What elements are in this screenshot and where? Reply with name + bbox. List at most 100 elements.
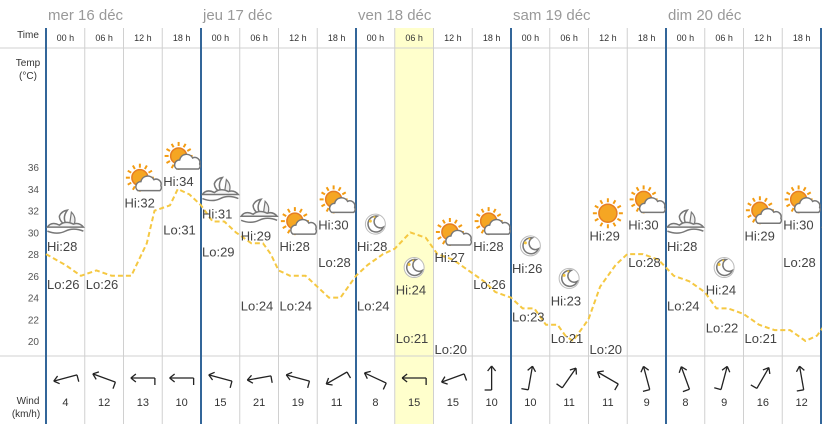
hour-label: 18 h [173,33,191,43]
hour-label: 00 h [677,33,695,43]
wind-speed-label: 10 [524,397,536,409]
hi-temp-label: Hi:29 [241,228,271,243]
hi-temp-label: Hi:32 [125,196,155,211]
lo-temp-label: Lo:20 [435,342,468,357]
hi-temp-label: Hi:27 [435,250,465,265]
hi-temp-label: Hi:28 [667,239,697,254]
lo-temp-label: Lo:24 [357,299,390,314]
hi-temp-label: Hi:30 [783,217,813,232]
current-time-highlight [394,28,434,424]
wind-arrow-icon [92,371,117,389]
wind-arrow-icon [401,373,427,385]
wind-speed-label: 10 [176,397,188,409]
lo-temp-label: Lo:26 [86,277,119,292]
sun-cloud-icon [319,185,356,214]
lo-temp-label: Lo:29 [202,244,235,259]
sun-cloud-icon [474,207,511,236]
wind-speed-label: 11 [602,397,613,409]
moon-icon [713,257,735,279]
hi-temp-label: Hi:34 [163,174,193,189]
night-cloud-icon [665,209,705,234]
time-row-label: Time [17,30,39,41]
hour-label: 06 h [250,33,268,43]
wind-arrow-icon [678,366,691,393]
sun-cloud-icon [280,207,318,236]
lo-temp-label: Lo:24 [280,299,313,314]
moon-icon [519,235,541,257]
wind-speed-label: 19 [292,397,304,409]
hour-label: 18 h [793,33,811,43]
lo-temp-label: Lo:28 [628,255,661,270]
hour-label: 00 h [367,33,385,43]
y-tick-label: 36 [28,163,40,174]
lo-temp-label: Lo:23 [512,309,545,324]
lo-temp-label: Lo:21 [551,331,584,346]
y-tick-label: 34 [28,185,40,196]
wind-arrow-icon [169,373,195,385]
wind-arrow-icon [556,367,578,389]
hi-temp-label: Hi:30 [318,217,348,232]
hi-temp-label: Hi:30 [628,217,658,232]
wind-arrow-icon [484,365,497,391]
hour-label: 12 h [134,33,152,43]
sun-cloud-icon [125,163,163,192]
sun-icon [592,198,623,229]
wind-arrow-icon [208,371,233,389]
hour-label: 12 h [289,33,307,43]
lo-temp-label: Lo:24 [667,299,700,314]
day-label: sam 19 déc [513,7,591,24]
wind-arrow-icon [285,371,311,389]
wind-arrow-icon [130,373,156,385]
sun-cloud-icon [784,185,821,214]
lo-temp-label: Lo:24 [241,299,274,314]
wind-arrow-icon [363,370,387,390]
hour-label: 06 h [560,33,578,43]
hour-label: 18 h [638,33,656,43]
hi-temp-label: Hi:28 [473,239,503,254]
wind-speed-label: 15 [408,397,420,409]
wind-arrow-icon [795,365,805,392]
lo-temp-label: Lo:22 [706,320,739,335]
y-tick-label: 24 [28,294,40,305]
hi-temp-label: Hi:28 [280,239,310,254]
y-tick-label: 26 [28,272,40,283]
night-cloud-icon [200,176,240,202]
wind-speed-label: 15 [447,397,459,409]
moon-icon [558,267,580,289]
day-label: mer 16 déc [48,7,124,24]
lo-temp-label: Lo:26 [473,277,506,292]
lo-temp-label: Lo:26 [47,277,80,292]
hi-temp-label: Hi:28 [47,239,77,254]
hour-label: 00 h [57,33,75,43]
y-tick-label: 22 [28,315,40,326]
wind-speed-label: 9 [644,397,650,409]
hi-temp-label: Hi:24 [396,283,426,298]
wind-arrow-icon [325,371,352,386]
temp-row-label: Temp [16,58,41,69]
lo-temp-label: Lo:21 [745,331,778,346]
wind-speed-label: 9 [721,397,727,409]
sun-cloud-icon [435,217,473,246]
hi-temp-label: Hi:31 [202,207,232,222]
wind-arrow-icon [596,370,619,391]
wind-arrow-icon [640,365,651,393]
wind-speed-label: 8 [682,397,688,409]
night-cloud-icon [45,209,85,234]
hour-label: 06 h [95,33,113,43]
night-cloud-icon [239,198,279,224]
y-tick-label: 28 [28,250,40,261]
wind-speed-label: 10 [486,397,498,409]
wind-arrow-icon [714,365,731,391]
y-tick-label: 20 [28,337,40,348]
hour-label: 00 h [212,33,230,43]
moon-icon [403,257,425,279]
wind-speed-label: 16 [757,397,769,409]
hour-label: 18 h [483,33,501,43]
wind-speed-label: 4 [62,397,68,409]
lo-temp-label: Lo:28 [318,255,351,270]
hour-label: 12 h [754,33,772,43]
wind-speed-label: 12 [98,397,110,409]
hour-label: 12 h [444,33,462,43]
hour-label: 12 h [599,33,617,43]
